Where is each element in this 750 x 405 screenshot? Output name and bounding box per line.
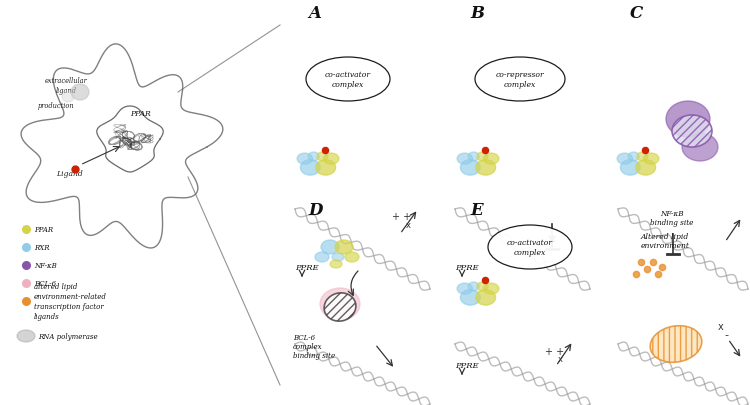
Text: PPRE: PPRE	[295, 263, 319, 271]
Ellipse shape	[460, 290, 480, 305]
Text: RXR: RXR	[34, 243, 50, 252]
Ellipse shape	[457, 154, 472, 165]
Ellipse shape	[468, 282, 479, 291]
Ellipse shape	[682, 134, 718, 162]
Ellipse shape	[484, 284, 499, 294]
Text: PPRE: PPRE	[455, 361, 478, 369]
Text: BCL-6
complex
binding site: BCL-6 complex binding site	[293, 333, 335, 359]
Text: Ligand: Ligand	[56, 170, 82, 177]
Text: Altered lipid
environment: Altered lipid environment	[640, 232, 689, 249]
Text: BCL-6: BCL-6	[34, 279, 56, 287]
Ellipse shape	[17, 330, 35, 342]
Text: B: B	[470, 5, 484, 22]
Text: C: C	[630, 5, 644, 22]
Ellipse shape	[636, 160, 656, 176]
Ellipse shape	[650, 326, 702, 362]
Ellipse shape	[330, 260, 342, 269]
Text: PPAR: PPAR	[34, 226, 53, 233]
Ellipse shape	[308, 153, 319, 162]
Text: altered lipid
environment-related
transcription factor
ligands: altered lipid environment-related transc…	[34, 283, 107, 320]
Ellipse shape	[620, 160, 640, 176]
Ellipse shape	[345, 252, 359, 262]
Text: x: x	[406, 220, 411, 230]
Text: extracellular
ligand: extracellular ligand	[45, 77, 88, 94]
Text: A: A	[308, 5, 321, 22]
Text: E: E	[470, 202, 483, 218]
Ellipse shape	[320, 288, 360, 320]
Text: x: x	[718, 321, 724, 331]
Ellipse shape	[637, 153, 648, 162]
Text: + +: + +	[545, 346, 564, 356]
Ellipse shape	[457, 284, 472, 294]
Text: PPAR: PPAR	[130, 110, 151, 118]
Text: co-activator
complex: co-activator complex	[325, 71, 371, 88]
Ellipse shape	[476, 160, 496, 176]
Ellipse shape	[315, 252, 329, 262]
Text: co-activator
complex: co-activator complex	[507, 239, 553, 256]
Text: D: D	[308, 202, 322, 218]
Ellipse shape	[317, 153, 328, 162]
Text: production: production	[38, 102, 74, 110]
Ellipse shape	[477, 282, 488, 291]
Ellipse shape	[477, 153, 488, 162]
Ellipse shape	[301, 160, 320, 176]
Ellipse shape	[335, 241, 353, 254]
Ellipse shape	[484, 154, 499, 165]
Ellipse shape	[617, 154, 632, 165]
Ellipse shape	[71, 85, 89, 101]
Ellipse shape	[332, 254, 344, 261]
Ellipse shape	[316, 160, 335, 176]
Ellipse shape	[628, 153, 639, 162]
Ellipse shape	[488, 226, 572, 269]
Ellipse shape	[297, 154, 313, 165]
Text: x: x	[558, 354, 563, 363]
Ellipse shape	[62, 93, 74, 103]
Ellipse shape	[323, 154, 339, 165]
Ellipse shape	[652, 328, 700, 360]
Ellipse shape	[475, 58, 565, 102]
Ellipse shape	[644, 154, 659, 165]
Ellipse shape	[666, 102, 710, 138]
Text: co-repressor
complex: co-repressor complex	[496, 71, 544, 88]
Ellipse shape	[321, 241, 339, 254]
Text: -: -	[724, 329, 728, 339]
Ellipse shape	[672, 116, 712, 148]
Text: PPRE: PPRE	[455, 263, 478, 271]
Text: NF-κB: NF-κB	[34, 261, 57, 269]
Ellipse shape	[306, 58, 390, 102]
Text: RNA polymerase: RNA polymerase	[38, 332, 98, 340]
Text: NF-κB
binding site: NF-κB binding site	[650, 209, 694, 226]
Text: + +: + +	[392, 211, 411, 222]
Ellipse shape	[476, 290, 496, 305]
Ellipse shape	[460, 160, 480, 176]
Ellipse shape	[468, 153, 479, 162]
Ellipse shape	[324, 293, 356, 321]
